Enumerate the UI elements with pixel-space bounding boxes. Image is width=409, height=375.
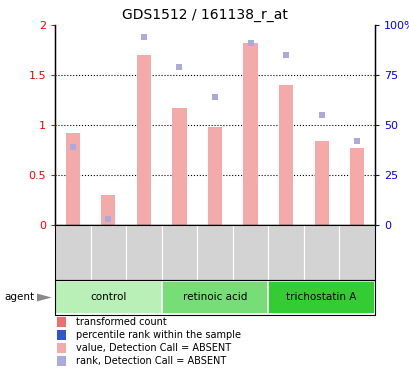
Bar bbox=[267, 281, 374, 314]
Text: GSM24148: GSM24148 bbox=[352, 230, 361, 275]
Text: GSM24145: GSM24145 bbox=[245, 230, 254, 274]
Bar bbox=[137, 55, 151, 225]
Polygon shape bbox=[37, 294, 52, 302]
Text: value, Detection Call = ABSENT: value, Detection Call = ABSENT bbox=[76, 343, 230, 353]
Text: GSM24143: GSM24143 bbox=[175, 230, 184, 275]
Text: transformed count: transformed count bbox=[76, 317, 166, 327]
Bar bbox=[207, 127, 222, 225]
Bar bbox=[101, 195, 115, 225]
Text: control: control bbox=[90, 292, 126, 303]
Text: GSM24053: GSM24053 bbox=[68, 230, 77, 275]
Bar bbox=[278, 85, 292, 225]
Text: GSM24144: GSM24144 bbox=[210, 230, 219, 274]
Bar bbox=[161, 281, 267, 314]
Text: rank, Detection Call = ABSENT: rank, Detection Call = ABSENT bbox=[76, 356, 225, 366]
Bar bbox=[349, 148, 364, 225]
Text: GSM24054: GSM24054 bbox=[103, 230, 112, 274]
Bar bbox=[65, 133, 80, 225]
Bar bbox=[55, 281, 161, 314]
Text: GSM24055: GSM24055 bbox=[139, 230, 148, 274]
Bar bbox=[243, 43, 257, 225]
Bar bbox=[172, 108, 186, 225]
Text: agent: agent bbox=[4, 292, 34, 303]
Text: GSM24147: GSM24147 bbox=[317, 230, 326, 275]
Text: retinoic acid: retinoic acid bbox=[182, 292, 247, 303]
Text: GDS1512 / 161138_r_at: GDS1512 / 161138_r_at bbox=[122, 8, 287, 22]
Text: percentile rank within the sample: percentile rank within the sample bbox=[76, 330, 240, 340]
Text: GSM24146: GSM24146 bbox=[281, 230, 290, 275]
Bar bbox=[314, 141, 328, 225]
Text: trichostatin A: trichostatin A bbox=[286, 292, 356, 303]
